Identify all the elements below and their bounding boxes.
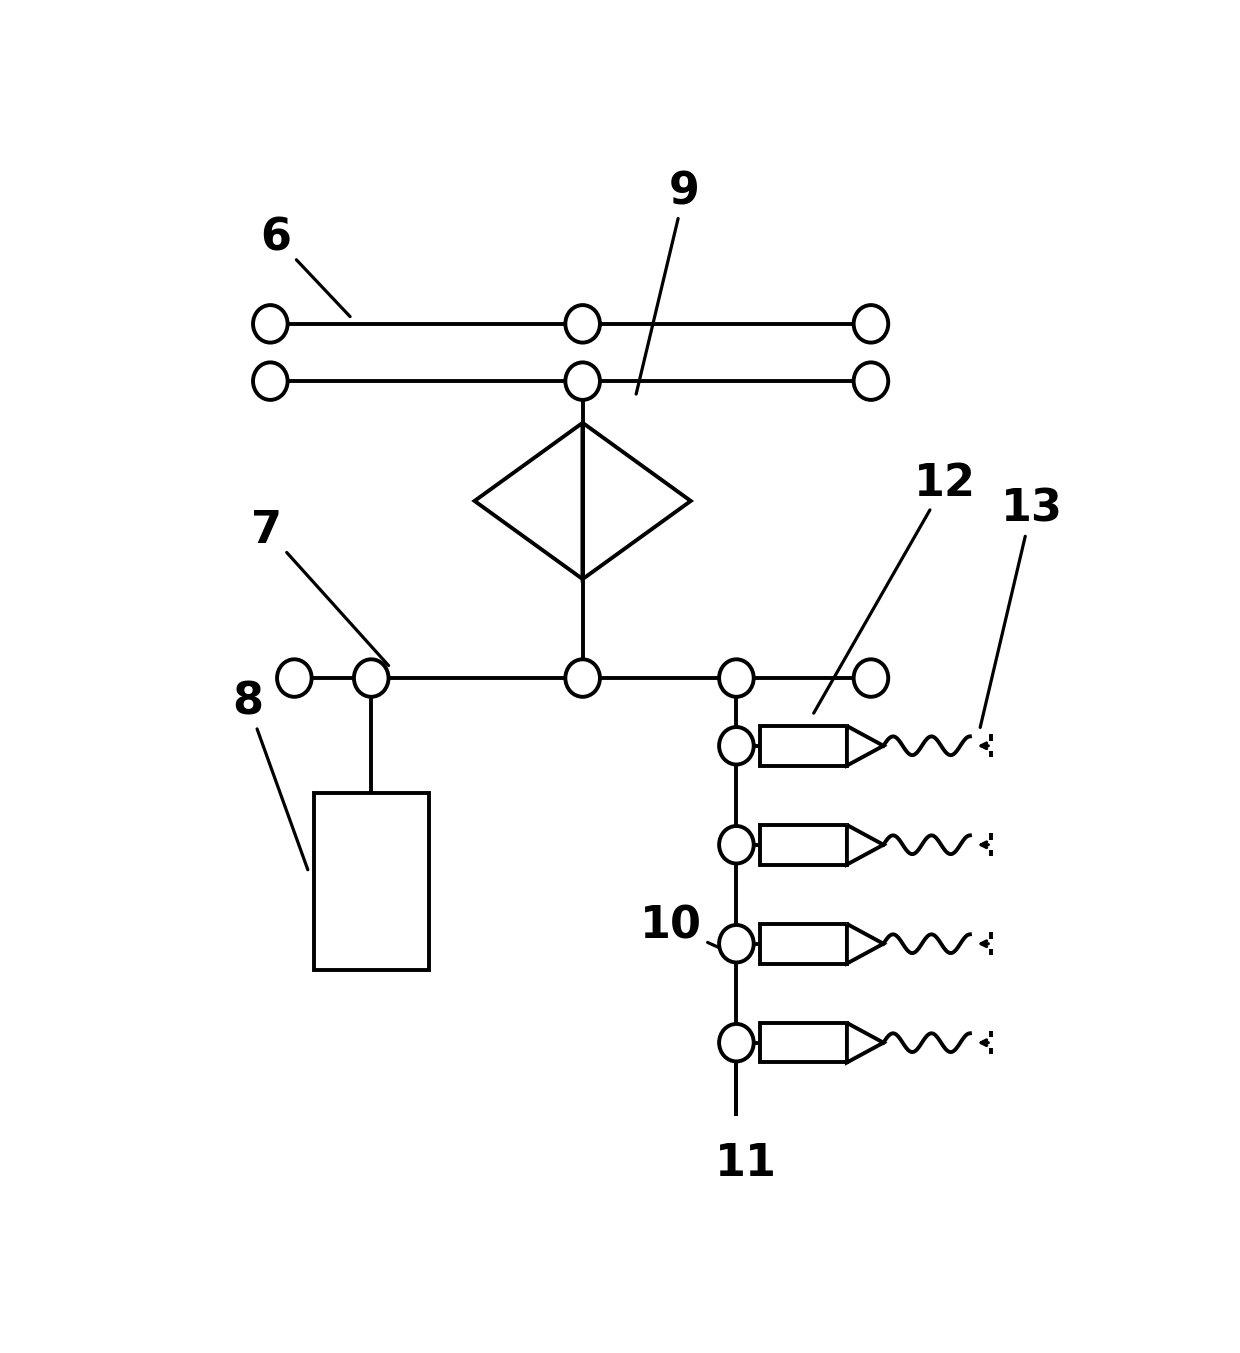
Circle shape [353,659,388,697]
Polygon shape [847,825,883,865]
Text: 9: 9 [636,170,701,394]
Bar [760,727,847,766]
Polygon shape [847,1023,883,1062]
Circle shape [253,363,288,400]
Bar [760,924,847,963]
Polygon shape [847,924,883,963]
Circle shape [853,659,888,697]
Circle shape [565,304,600,342]
Bar [760,1023,847,1062]
Circle shape [719,925,754,962]
Text: 7: 7 [250,509,388,666]
Circle shape [853,363,888,400]
Text: 13: 13 [980,488,1063,728]
Circle shape [719,727,754,764]
Circle shape [719,825,754,863]
Circle shape [565,363,600,400]
Circle shape [853,304,888,342]
Text: 11: 11 [715,1142,777,1185]
Polygon shape [847,727,883,766]
Circle shape [565,659,600,697]
Text: 10: 10 [640,905,719,948]
Text: 6: 6 [260,216,350,317]
Circle shape [719,659,754,697]
Circle shape [253,304,288,342]
Circle shape [719,1024,754,1062]
Bar [760,825,847,865]
Bar [314,793,429,970]
Circle shape [277,659,311,697]
Text: 8: 8 [232,681,308,870]
Text: 12: 12 [813,461,976,713]
